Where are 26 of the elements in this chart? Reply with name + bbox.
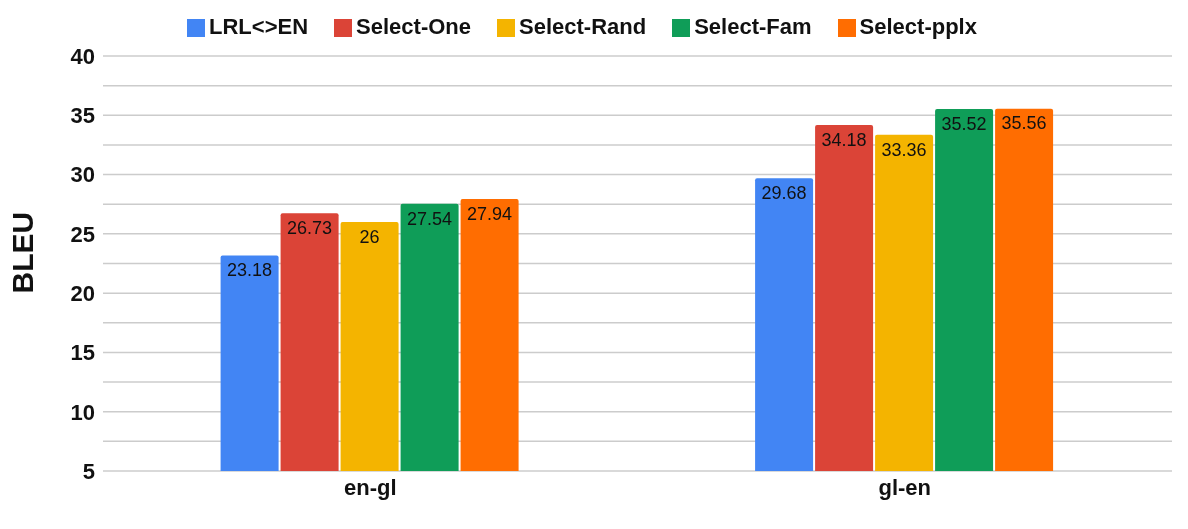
x-tick-label: en-gl xyxy=(343,474,397,500)
legend-label: Select-Fam xyxy=(694,14,812,39)
legend-label: Select-pplx xyxy=(859,14,977,39)
data-label: 26 xyxy=(359,226,380,247)
data-label: 27.94 xyxy=(467,203,513,224)
y-tick-label: 30 xyxy=(70,162,95,188)
data-label: 23.18 xyxy=(227,260,273,281)
data-label: 35.56 xyxy=(1001,113,1047,134)
legend-label: LRL<>EN xyxy=(209,14,309,39)
data-label: 27.54 xyxy=(407,208,453,229)
y-tick-label: 15 xyxy=(70,340,95,366)
y-tick-label: 20 xyxy=(70,280,95,306)
data-label: 29.68 xyxy=(761,183,807,204)
data-label: 33.36 xyxy=(881,139,927,160)
legend-label: Select-One xyxy=(356,14,472,39)
x-tick-label: gl-en xyxy=(878,474,932,500)
legend-label: Select-Rand xyxy=(519,14,647,39)
y-tick-label: 35 xyxy=(70,103,95,129)
data-label: 35.52 xyxy=(941,113,987,134)
data-label: 26.73 xyxy=(287,218,333,239)
y-axis-title: BLEU xyxy=(5,211,39,294)
y-tick-label: 40 xyxy=(70,43,95,69)
y-tick-label: 25 xyxy=(70,221,95,247)
data-label: 34.18 xyxy=(821,129,867,150)
y-tick-label: 5 xyxy=(82,458,95,484)
y-tick-label: 10 xyxy=(70,399,95,425)
